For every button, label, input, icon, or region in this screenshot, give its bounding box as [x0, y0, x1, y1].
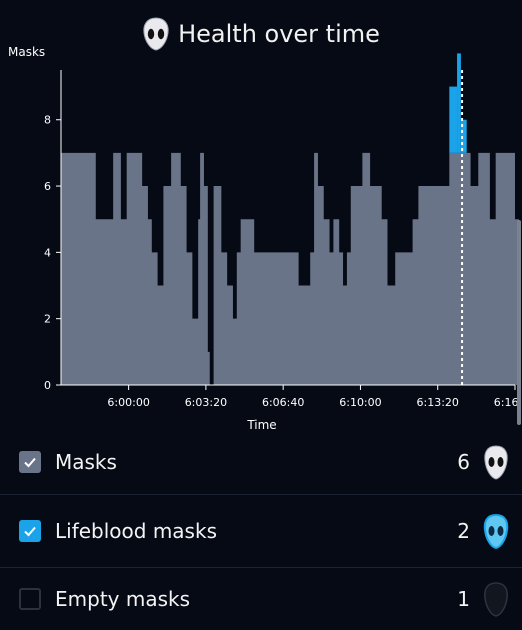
x-tick-label: 6:03:20 — [185, 396, 227, 409]
masks-checkbox[interactable] — [19, 451, 41, 473]
legend-item-empty-masks[interactable]: Empty masks 1 — [0, 567, 522, 630]
lifeblood-masks-checkbox[interactable] — [19, 519, 41, 542]
y-tick-label: 6 — [44, 180, 51, 193]
checkmark-icon — [24, 457, 36, 468]
x-tick-label: 6:13:20 — [417, 396, 459, 409]
x-tick-label: 6:06:40 — [262, 396, 304, 409]
legend-count-lifeblood-masks: 2 — [457, 518, 470, 543]
white-mask-icon — [484, 445, 508, 480]
chart-header: Health over time — [0, 14, 522, 54]
legend-item-masks[interactable]: Masks 6 — [0, 426, 522, 498]
lifeblood-bar — [460, 119, 467, 153]
legend-count-masks: 6 — [457, 450, 470, 474]
lifeblood-bar — [457, 53, 461, 153]
masks-area — [61, 152, 519, 385]
y-tick-label: 0 — [44, 379, 51, 392]
x-axis-title: Time — [246, 418, 276, 432]
legend-item-lifeblood-masks[interactable]: Lifeblood masks 2 — [0, 494, 522, 566]
y-tick-label: 2 — [44, 313, 51, 326]
y-tick-label: 8 — [44, 114, 51, 127]
legend-label-lifeblood-masks: Lifeblood masks — [55, 518, 217, 543]
x-tick-label: 6:10:00 — [339, 396, 381, 409]
lifeblood-bar — [449, 86, 458, 153]
legend-label-empty-masks: Empty masks — [55, 587, 191, 611]
x-tick-label: 6:16:40 — [494, 396, 522, 409]
y-tick-label: 4 — [44, 246, 51, 259]
white-mask-icon — [143, 17, 169, 51]
health-chart: 0 2 4 6 8 6:00:00 6:03:20 6:06:40 6:10:00 6:13:20… — [0, 40, 522, 435]
chart-svg: 0 2 4 6 8 6:00:00 6:03:20 6:06:40 6:10:00 6:13:20… — [8, 45, 522, 432]
lifeblood-mask-icon — [483, 513, 509, 549]
scrollbar-thumb[interactable] — [517, 220, 521, 425]
legend-count-empty-masks: 1 — [457, 587, 470, 611]
y-axis-title: Masks — [8, 45, 45, 59]
checkmark-icon — [24, 526, 36, 536]
empty-masks-checkbox[interactable] — [19, 588, 41, 610]
x-tick-label: 6:00:00 — [107, 396, 149, 409]
chart-title: Health over time — [178, 20, 380, 48]
legend-label-masks: Masks — [55, 450, 117, 474]
empty-mask-icon — [484, 582, 508, 617]
